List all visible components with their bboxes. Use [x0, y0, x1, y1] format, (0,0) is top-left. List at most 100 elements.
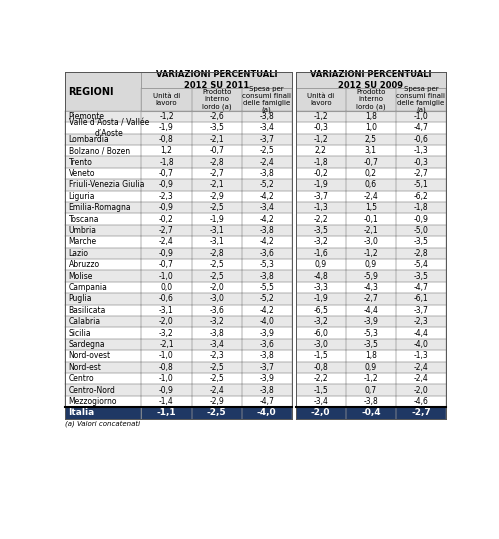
Bar — [346, 350, 396, 362]
Bar — [346, 373, 396, 384]
Bar — [65, 179, 141, 191]
Text: -0,7: -0,7 — [159, 260, 174, 269]
Text: -1,0: -1,0 — [159, 272, 174, 281]
Bar — [141, 282, 192, 293]
Bar — [292, 179, 295, 191]
Text: Spesa per
consumi finali
delle famiglie
(a): Spesa per consumi finali delle famiglie … — [242, 86, 291, 113]
Bar — [242, 145, 292, 156]
Bar — [242, 213, 292, 225]
Bar — [242, 327, 292, 339]
Text: 1,0: 1,0 — [365, 123, 377, 133]
Bar — [65, 396, 141, 407]
Text: -1,2: -1,2 — [363, 249, 378, 258]
Text: -2,1: -2,1 — [209, 135, 224, 144]
Bar — [292, 293, 295, 305]
Bar — [295, 236, 346, 247]
Text: 1,5: 1,5 — [365, 203, 377, 212]
Text: -5,2: -5,2 — [259, 181, 274, 189]
Bar — [396, 236, 446, 247]
Text: -2,8: -2,8 — [209, 158, 224, 167]
Text: -0,4: -0,4 — [361, 409, 381, 417]
Text: Bolzano / Bozen: Bolzano / Bozen — [68, 146, 130, 155]
Bar — [192, 350, 242, 362]
Text: -2,5: -2,5 — [209, 272, 224, 281]
Bar — [242, 236, 292, 247]
Text: -0,1: -0,1 — [363, 215, 378, 224]
Bar — [65, 134, 141, 145]
Text: -1,8: -1,8 — [414, 203, 428, 212]
Text: -1,5: -1,5 — [313, 385, 328, 395]
Bar — [292, 202, 295, 213]
Bar — [242, 179, 292, 191]
Text: -4,8: -4,8 — [313, 272, 328, 281]
Bar — [141, 179, 192, 191]
Text: 2,5: 2,5 — [365, 135, 377, 144]
Text: -2,4: -2,4 — [209, 385, 224, 395]
Bar — [141, 396, 192, 407]
Text: -2,1: -2,1 — [209, 181, 224, 189]
Bar — [141, 373, 192, 384]
Text: -3,4: -3,4 — [259, 123, 274, 133]
Text: Toscana: Toscana — [68, 215, 99, 224]
Text: 0,6: 0,6 — [365, 181, 377, 189]
Bar — [346, 282, 396, 293]
Text: Campania: Campania — [68, 283, 107, 292]
Bar — [346, 327, 396, 339]
Text: -1,8: -1,8 — [313, 158, 328, 167]
Text: -1,0: -1,0 — [159, 374, 174, 383]
Bar — [242, 122, 292, 134]
Bar — [346, 111, 396, 122]
Bar — [396, 168, 446, 179]
Bar — [242, 111, 292, 122]
Bar — [396, 305, 446, 316]
Bar — [192, 373, 242, 384]
Text: -1,9: -1,9 — [313, 181, 328, 189]
Text: Marche: Marche — [68, 238, 97, 246]
Text: -4,2: -4,2 — [259, 215, 274, 224]
Bar — [65, 247, 141, 259]
Bar — [65, 271, 141, 282]
Text: 0,9: 0,9 — [365, 363, 377, 372]
Bar — [192, 168, 242, 179]
Text: Valle d’Aosta / Vallée
d’Aoste: Valle d’Aosta / Vallée d’Aoste — [68, 118, 149, 137]
Text: -2,6: -2,6 — [209, 112, 224, 121]
Text: -3,0: -3,0 — [363, 238, 378, 246]
Bar — [346, 134, 396, 145]
Bar — [295, 122, 346, 134]
Bar — [396, 156, 446, 168]
Text: -2,3: -2,3 — [414, 317, 428, 326]
Text: -5,1: -5,1 — [414, 181, 428, 189]
Text: -0,7: -0,7 — [159, 169, 174, 178]
Text: -2,5: -2,5 — [207, 409, 227, 417]
Text: -3,5: -3,5 — [313, 226, 328, 235]
Bar — [292, 316, 295, 327]
Bar — [346, 202, 396, 213]
Text: -2,8: -2,8 — [209, 249, 224, 258]
Text: Emilia-Romagna: Emilia-Romagna — [68, 203, 131, 212]
Bar — [346, 293, 396, 305]
Bar — [65, 305, 141, 316]
Text: -2,0: -2,0 — [311, 409, 330, 417]
Text: -0,2: -0,2 — [313, 169, 328, 178]
Bar — [65, 111, 141, 122]
Text: -3,5: -3,5 — [209, 123, 224, 133]
Text: Lazio: Lazio — [68, 249, 89, 258]
Text: Sicilia: Sicilia — [68, 329, 91, 337]
Bar — [295, 350, 346, 362]
Text: -2,0: -2,0 — [209, 283, 224, 292]
Bar — [242, 350, 292, 362]
Bar — [141, 168, 192, 179]
Text: -2,5: -2,5 — [209, 260, 224, 269]
Bar — [396, 259, 446, 271]
Text: -0,7: -0,7 — [363, 158, 378, 167]
Text: Abruzzo: Abruzzo — [68, 260, 100, 269]
Bar — [292, 134, 295, 145]
Bar — [292, 213, 295, 225]
Text: -5,9: -5,9 — [363, 272, 378, 281]
Text: -1,0: -1,0 — [159, 351, 174, 361]
Bar — [65, 373, 141, 384]
Bar — [346, 316, 396, 327]
Text: Calabria: Calabria — [68, 317, 101, 326]
Bar — [141, 122, 192, 134]
Text: -0,9: -0,9 — [159, 249, 174, 258]
